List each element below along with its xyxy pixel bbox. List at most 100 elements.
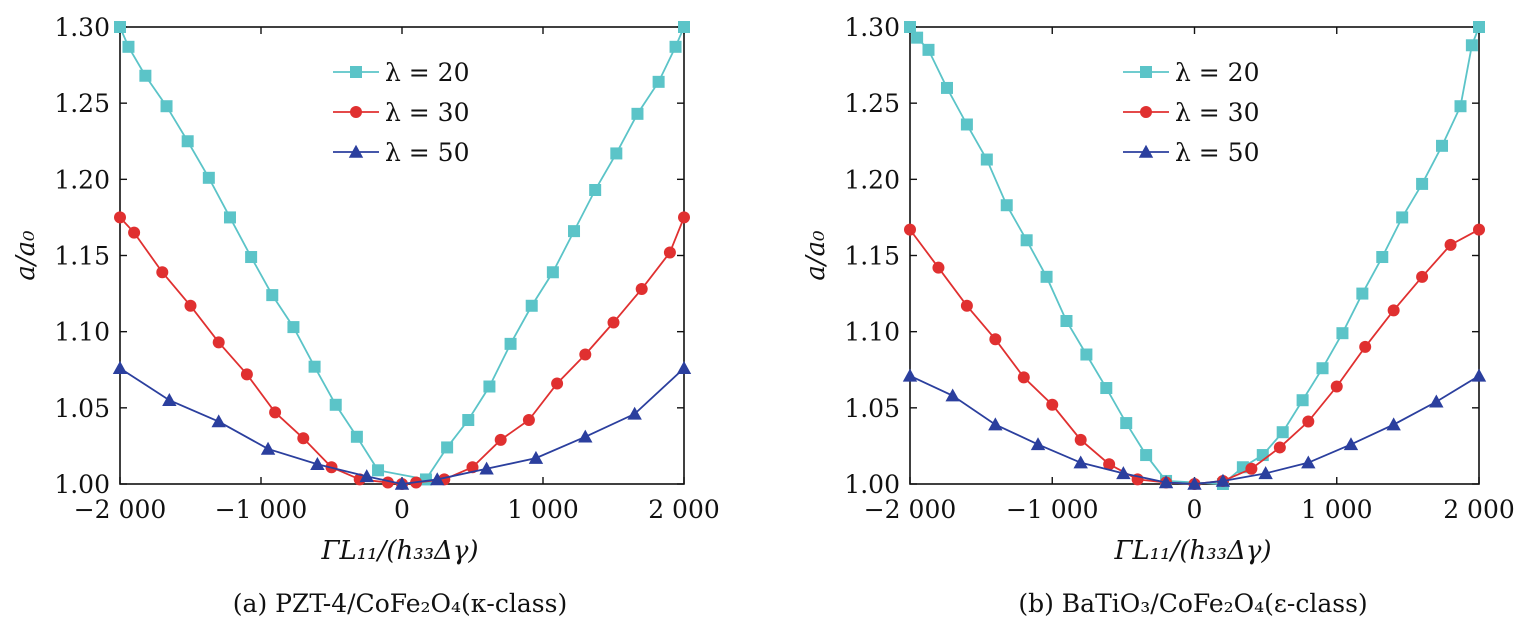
- data-point: [202, 171, 215, 184]
- legend-entry: λ = 20: [385, 58, 470, 87]
- legend-marker: [350, 66, 362, 78]
- data-point: [245, 251, 258, 264]
- y-axis-label: a/a₀: [801, 230, 831, 281]
- data-point: [1444, 238, 1457, 251]
- data-point: [1473, 223, 1485, 236]
- data-point: [504, 337, 517, 350]
- data-point: [1073, 455, 1088, 469]
- data-point: [494, 433, 507, 446]
- x-tick-label: 0: [394, 495, 410, 524]
- data-point: [1258, 466, 1273, 480]
- y-tick-label: 1.00: [844, 470, 900, 499]
- data-point: [635, 283, 648, 296]
- data-point: [1343, 437, 1359, 451]
- data-point: [287, 321, 300, 334]
- data-point: [922, 43, 935, 56]
- y-tick-label: 1.30: [54, 13, 110, 42]
- data-point: [1187, 476, 1202, 490]
- series-lambda-50: [112, 361, 692, 490]
- data-point: [1120, 417, 1133, 430]
- legend-entry: λ = 30: [385, 98, 470, 127]
- y-axis-label: a/a₀: [11, 230, 41, 281]
- data-point: [122, 40, 135, 53]
- data-point: [610, 147, 623, 160]
- y-tick-label: 1.10: [844, 318, 900, 347]
- data-point: [1276, 426, 1289, 439]
- data-point: [1416, 177, 1429, 190]
- data-point: [184, 299, 197, 312]
- series-line: [909, 228, 1480, 485]
- data-point: [466, 461, 479, 474]
- legend-marker: [1140, 106, 1152, 118]
- data-point: [359, 469, 374, 483]
- data-point: [546, 266, 559, 279]
- data-point: [394, 476, 410, 490]
- data-point: [1396, 211, 1409, 224]
- series-line: [119, 216, 685, 485]
- data-point: [128, 226, 141, 239]
- data-point: [528, 450, 544, 464]
- legend-marker: [348, 144, 364, 158]
- data-point: [1436, 139, 1449, 152]
- data-point: [678, 211, 690, 224]
- data-point: [989, 333, 1002, 346]
- series-lambda-30: [114, 211, 690, 490]
- data-point: [669, 40, 682, 53]
- data-point: [988, 417, 1003, 431]
- legend-entry: λ = 50: [385, 138, 470, 167]
- data-point: [579, 348, 592, 361]
- data-point: [1473, 21, 1485, 33]
- data-point: [631, 107, 644, 120]
- x-tick-label: 2 000: [1443, 495, 1515, 524]
- series-lambda-20: [114, 21, 690, 486]
- y-tick-label: 1.25: [54, 89, 110, 118]
- data-point: [1386, 417, 1401, 431]
- data-point: [329, 398, 342, 411]
- data-point: [483, 380, 496, 393]
- data-point: [980, 153, 993, 166]
- data-point: [1060, 315, 1073, 328]
- data-point: [1000, 199, 1013, 212]
- series-line: [119, 367, 685, 485]
- data-point: [1387, 304, 1400, 317]
- data-point: [310, 456, 325, 470]
- data-point: [1376, 251, 1389, 264]
- data-point: [1080, 348, 1093, 361]
- x-axis-label: ΓL₁₁/(h₃₃Δγ): [1113, 536, 1271, 566]
- data-point: [678, 21, 690, 33]
- data-point: [525, 299, 538, 312]
- data-point: [156, 266, 169, 279]
- data-point: [551, 377, 564, 390]
- panel-caption: (a) PZT-4/CoFe₂O₄(κ-class): [233, 589, 567, 618]
- data-point: [1158, 475, 1174, 489]
- x-tick-label: −2 000: [864, 495, 957, 524]
- legend-marker: [350, 106, 362, 118]
- data-point: [522, 414, 535, 427]
- data-point: [607, 316, 620, 329]
- data-point: [1330, 380, 1343, 393]
- x-tick-label: 2 000: [648, 495, 720, 524]
- data-point: [1030, 437, 1046, 451]
- legend-entry: λ = 50: [1175, 138, 1260, 167]
- x-tick-label: −1 000: [1006, 495, 1099, 524]
- data-point: [1429, 394, 1444, 408]
- y-tick-label: 1.30: [844, 13, 900, 42]
- data-point: [676, 361, 692, 374]
- y-tick-label: 1.10: [54, 318, 110, 347]
- data-point: [1273, 441, 1286, 454]
- data-point: [353, 473, 366, 486]
- data-point: [960, 299, 973, 312]
- data-point: [350, 430, 363, 443]
- legend-marker: [1140, 66, 1152, 78]
- data-point: [932, 261, 945, 274]
- data-point: [269, 406, 282, 419]
- data-point: [1316, 362, 1329, 375]
- data-point: [589, 183, 602, 196]
- data-point: [112, 361, 128, 374]
- y-tick-label: 1.20: [54, 165, 110, 194]
- data-point: [1465, 39, 1478, 52]
- data-point: [240, 368, 253, 381]
- data-point: [1140, 449, 1153, 462]
- data-point: [1296, 394, 1309, 407]
